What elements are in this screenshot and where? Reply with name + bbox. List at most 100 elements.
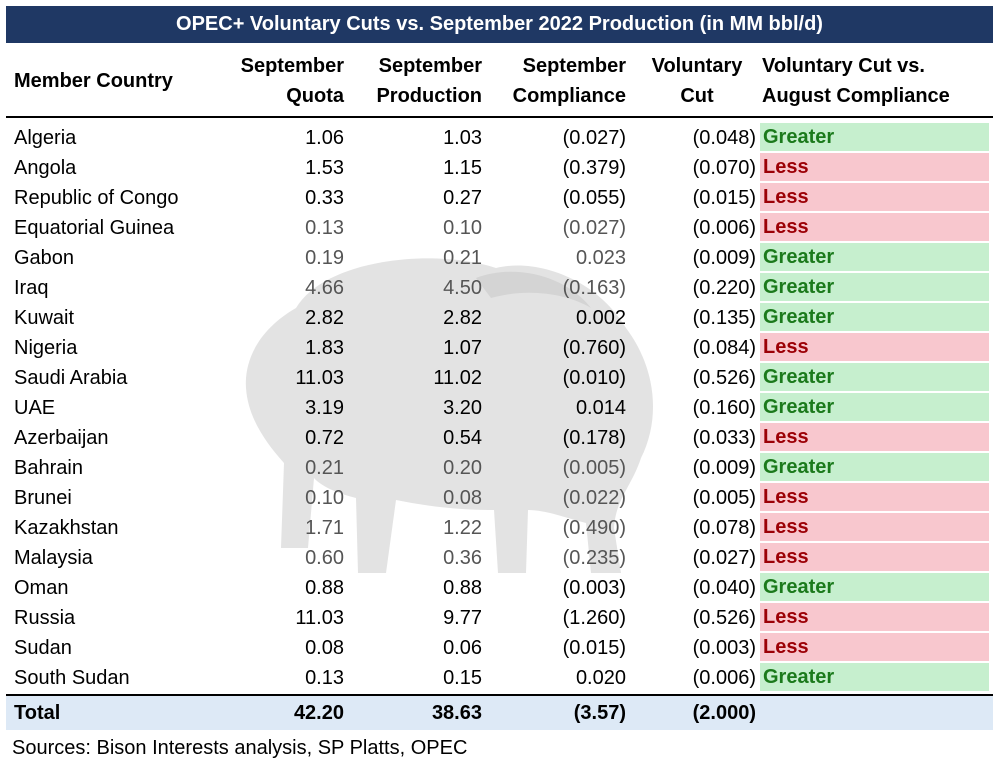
status-badge: Less [760,633,989,661]
table-row: Equatorial Guinea 0.13 0.10 (0.027) (0.006) L… [6,213,993,243]
status-badge: Greater [760,663,989,691]
compliance-cell: (0.490) [562,517,626,539]
quota-cell: 0.13 [305,217,344,239]
table-row: Bahrain 0.21 0.20 (0.005) (0.009) Greater [6,453,993,483]
quota-cell: 0.13 [305,667,344,689]
table-row: Republic of Congo 0.33 0.27 (0.055) (0.015) L… [6,183,993,213]
status-badge: Less [760,543,989,571]
quota-cell: 11.03 [295,367,344,389]
voluntary-cut-cell: (0.078) [692,517,756,539]
table-row: Angola 1.53 1.15 (0.379) (0.070) Less [6,153,993,183]
header-september-production: September Production [344,51,482,111]
header-compliance-line1: September [522,55,626,77]
production-cell: 0.21 [443,247,482,269]
voluntary-cut-cell: (0.220) [692,277,756,299]
country-cell: Oman [14,577,69,599]
status-badge: Greater [760,243,989,271]
status-badge: Greater [760,453,989,481]
country-cell: Algeria [14,127,77,149]
voluntary-cut-cell: (0.027) [692,547,756,569]
header-september-quota: September Quota [214,51,344,111]
compliance-cell: (0.003) [562,577,626,599]
compliance-cell: (0.760) [562,337,626,359]
production-cell: 11.02 [433,367,482,389]
status-badge: Greater [760,363,989,391]
production-cell: 0.10 [443,217,482,239]
production-cell: 1.22 [443,517,482,539]
quota-cell: 3.19 [305,397,344,419]
total-row: Total 42.20 38.63 (3.57) (2.000) [6,694,993,730]
compliance-cell: (0.178) [562,427,626,449]
table-title: OPEC+ Voluntary Cuts vs. September 2022 … [6,6,993,43]
production-cell: 9.77 [443,607,482,629]
table-row: Russia 11.03 9.77 (1.260) (0.526) Less [6,603,993,633]
country-cell: Saudi Arabia [14,367,128,389]
table-row: Malaysia 0.60 0.36 (0.235) (0.027) Less [6,543,993,573]
total-voluntary-cut: (2.000) [692,702,756,724]
header-voluntary-cut: Voluntary Cut [638,51,756,111]
status-badge: Greater [760,123,989,151]
compliance-cell: (0.379) [562,157,626,179]
voluntary-cut-cell: (0.003) [692,637,756,659]
table-row: Kazakhstan 1.71 1.22 (0.490) (0.078) Less [6,513,993,543]
table-row: Oman 0.88 0.88 (0.003) (0.040) Greater [6,573,993,603]
voluntary-cut-cell: (0.526) [692,367,756,389]
header-september-compliance: September Compliance [492,51,626,111]
voluntary-cut-cell: (0.040) [692,577,756,599]
country-cell: Brunei [14,487,72,509]
compliance-cell: (0.022) [562,487,626,509]
quota-cell: 11.03 [295,607,344,629]
country-cell: Russia [14,607,76,629]
voluntary-cut-cell: (0.006) [692,217,756,239]
table-frame: OPEC+ Voluntary Cuts vs. September 2022 … [6,6,993,730]
quota-cell: 0.19 [305,247,344,269]
status-badge: Less [760,423,989,451]
header-quota-line1: September [240,55,344,77]
voluntary-cut-cell: (0.033) [692,427,756,449]
quota-cell: 0.72 [305,427,344,449]
quota-cell: 0.88 [305,577,344,599]
status-badge: Less [760,603,989,631]
status-badge: Greater [760,273,989,301]
voluntary-cut-cell: (0.070) [692,157,756,179]
production-cell: 3.20 [443,397,482,419]
voluntary-cut-cell: (0.006) [692,667,756,689]
header-quota-line2: Quota [286,85,344,107]
header-cut-vs-august: Voluntary Cut vs. August Compliance [762,51,990,111]
voluntary-cut-cell: (0.005) [692,487,756,509]
production-cell: 0.15 [443,667,482,689]
compliance-cell: 0.002 [575,307,626,329]
voluntary-cut-cell: (0.160) [692,397,756,419]
country-cell: Kuwait [14,307,75,329]
production-cell: 0.36 [443,547,482,569]
total-quota: 42.20 [293,702,344,724]
table-row: Kuwait 2.82 2.82 0.002 (0.135) Greater [6,303,993,333]
voluntary-cut-cell: (0.526) [692,607,756,629]
quota-cell: 1.83 [305,337,344,359]
table-row: Iraq 4.66 4.50 (0.163) (0.220) Greater [6,273,993,303]
table-row: Saudi Arabia 11.03 11.02 (0.010) (0.526) Grea… [6,363,993,393]
country-cell: Angola [14,157,77,179]
header-compliance-line2: Compliance [512,85,626,107]
quota-cell: 0.10 [305,487,344,509]
country-cell: UAE [14,397,56,419]
header-production-line2: Production [376,85,482,107]
table-row: Gabon 0.19 0.21 0.023 (0.009) Greater [6,243,993,273]
quota-cell: 2.82 [305,307,344,329]
compliance-cell: (0.235) [562,547,626,569]
compliance-cell: (0.055) [562,187,626,209]
header-production-line1: September [378,55,482,77]
voluntary-cut-cell: (0.009) [692,247,756,269]
status-badge: Less [760,483,989,511]
status-badge: Greater [760,573,989,601]
table-row: South Sudan 0.13 0.15 0.020 (0.006) Greater [6,663,993,693]
quota-cell: 0.21 [305,457,344,479]
quota-cell: 1.71 [305,517,344,539]
country-cell: Nigeria [14,337,78,359]
header-vs-line2: August Compliance [762,85,950,107]
compliance-cell: (0.015) [562,637,626,659]
status-badge: Less [760,333,989,361]
production-cell: 0.88 [443,577,482,599]
table-row: UAE 3.19 3.20 0.014 (0.160) Greater [6,393,993,423]
compliance-cell: (0.010) [562,367,626,389]
